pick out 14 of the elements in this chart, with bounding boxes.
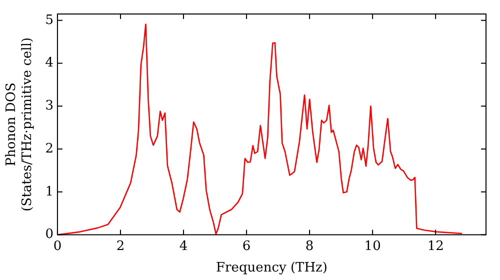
x-axis-title: Frequency (THz) <box>216 260 328 276</box>
x-tick-label: 6 <box>242 238 251 254</box>
y-tick-label: 1 <box>45 184 54 200</box>
x-tick-label: 8 <box>305 238 314 254</box>
x-tick-label: 2 <box>116 238 125 254</box>
x-tick-label: 12 <box>427 238 444 254</box>
x-tick-label: 4 <box>179 238 188 254</box>
y-axis-title: Phonon DOS (States/THz·primitive cell) <box>4 37 35 212</box>
y-tick-label: 5 <box>45 12 54 28</box>
y-tick-label: 0 <box>45 227 54 242</box>
y-tick-label: 2 <box>45 141 54 156</box>
y-tick-label: 3 <box>45 98 54 114</box>
x-tick-label: 10 <box>364 238 381 254</box>
y-tick-label: 4 <box>45 56 54 71</box>
